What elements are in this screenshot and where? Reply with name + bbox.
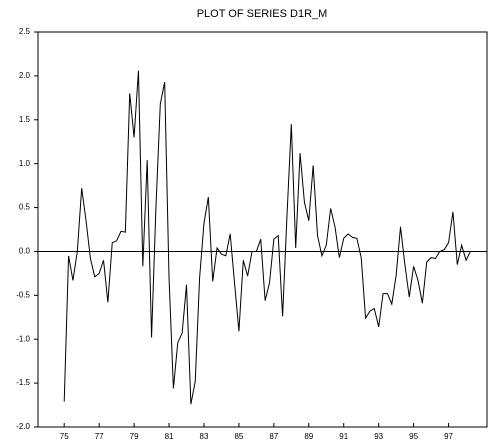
y-tick-label: -2.0 — [16, 422, 30, 431]
plot-frame — [37, 31, 488, 428]
x-tick-label: 77 — [95, 432, 104, 441]
x-tick-label: 75 — [60, 432, 69, 441]
x-tick-label: 87 — [269, 432, 278, 441]
y-tick-label: 1.0 — [19, 159, 31, 168]
x-tick-label: 83 — [200, 432, 209, 441]
x-tick-label: 79 — [130, 432, 139, 441]
series-line — [63, 70, 471, 405]
y-tick-label: 0.5 — [19, 203, 31, 212]
x-tick-label: 95 — [409, 432, 418, 441]
y-tick-label: -0.5 — [16, 290, 30, 299]
x-tick-label: 81 — [165, 432, 174, 441]
x-tick-label: 89 — [304, 432, 313, 441]
y-tick-label: 2.5 — [19, 27, 31, 36]
y-tick-label: 2.0 — [19, 71, 31, 80]
x-tick-label: 97 — [444, 432, 453, 441]
chart-title: PLOT OF SERIES D1R_M — [197, 8, 328, 20]
y-tick-label: -1.5 — [16, 378, 30, 387]
x-tick-label: 85 — [234, 432, 243, 441]
x-tick-label: 91 — [339, 432, 348, 441]
y-tick-label: 1.5 — [19, 115, 31, 124]
y-tick-label: 0.0 — [19, 247, 31, 256]
y-tick-label: -1.0 — [16, 334, 30, 343]
x-tick-label: 93 — [374, 432, 383, 441]
